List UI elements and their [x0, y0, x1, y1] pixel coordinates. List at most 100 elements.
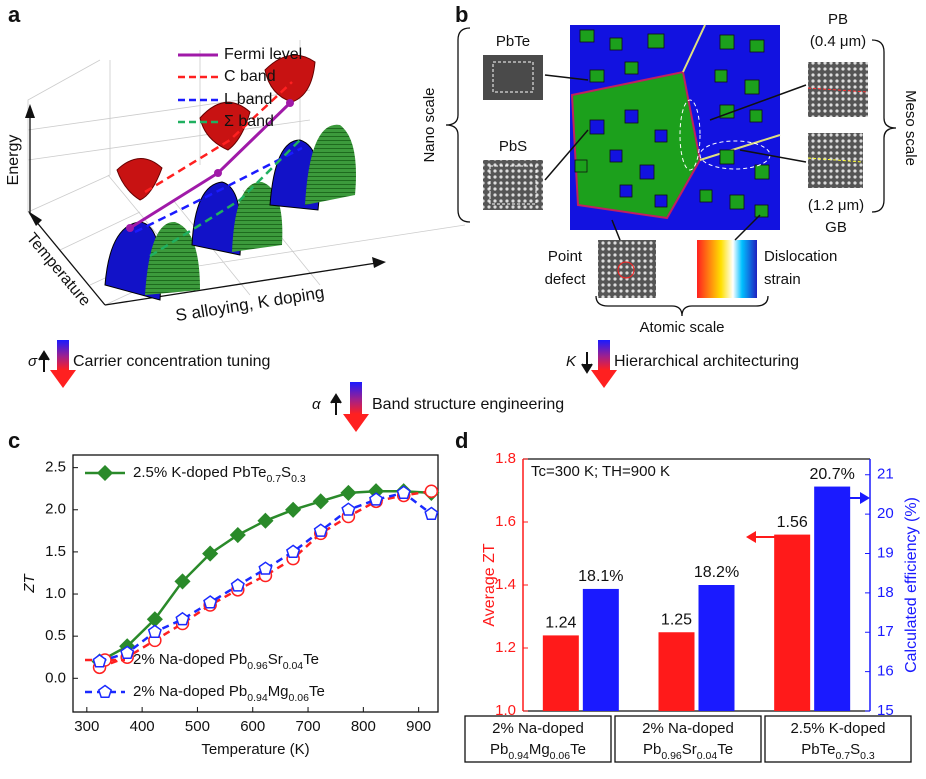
x-tick-label: 2% Na-doped Pb0.96Sr0.04Te: [642, 720, 734, 762]
scale-label: Meso scale: [902, 90, 919, 166]
arrowhead: [28, 211, 42, 226]
grain-boundary: [682, 24, 781, 161]
panel-label: d: [455, 428, 468, 453]
y2-tick-label: 16: [877, 663, 894, 680]
panel-a: Fermi level C band L band Σ band Energy …: [5, 40, 466, 325]
gradient-arrow: [350, 382, 362, 414]
arrowhead: [372, 257, 386, 268]
inset-label: PB: [828, 11, 848, 28]
x-tick-label: 700: [296, 718, 321, 735]
marker: [341, 502, 356, 516]
value-label: 18.2%: [694, 564, 739, 581]
bar: [582, 588, 619, 711]
bar: [542, 635, 579, 711]
up-arrow: [330, 393, 342, 415]
y2-tick-label: 18: [877, 584, 894, 601]
marker: [92, 653, 107, 668]
y-tick-label: 0.5: [45, 627, 66, 644]
strain-map: [697, 240, 757, 298]
boundary-line: [807, 157, 864, 163]
panel-label: c: [8, 428, 20, 453]
y2-tick-label: 17: [877, 623, 894, 640]
marker: [174, 573, 191, 590]
gradient-arrow: [591, 370, 617, 388]
category-box: [764, 715, 912, 763]
inset-label: GB: [825, 219, 847, 236]
value-label: 20.7%: [809, 466, 854, 483]
panel-b: PbTe PbS PB (0.4 μm) (1.2 μm) GB Nano sc…: [421, 11, 919, 336]
fermi-point: [126, 224, 134, 232]
inset-label: defect: [545, 271, 587, 288]
arrowhead: [25, 104, 35, 118]
symbol: K: [566, 353, 577, 370]
marker: [147, 624, 162, 638]
marker: [424, 484, 439, 498]
legend-label: 2.5% K-doped PbTe0.7S0.3: [133, 464, 306, 485]
inset-label: PbTe: [496, 33, 530, 50]
panel-label: b: [455, 2, 468, 27]
up-arrow: [38, 350, 50, 372]
y2-tick-label: 20: [877, 505, 894, 522]
inset-label: strain: [764, 271, 801, 288]
y-tick-label: 1.4: [495, 576, 516, 593]
strategy-text: Band structure engineering: [372, 396, 564, 413]
legend-label: 2% Na-doped Pb0.96Sr0.04Te: [133, 651, 319, 672]
inset-box: [492, 61, 534, 93]
y2-tick-label: 19: [877, 544, 894, 561]
bar: [774, 534, 811, 711]
tem-inset: [598, 240, 656, 298]
legend-label: 2% Na-doped Pb0.94Mg0.06Te: [133, 683, 325, 704]
x-tick-label: 800: [351, 718, 376, 735]
marker: [285, 501, 302, 518]
strategies: σ Carrier concentration tuning α Band st…: [28, 340, 799, 432]
axis-pointer: [860, 492, 870, 504]
y-axis-label: Average ZT: [481, 543, 498, 627]
inset-label: Dislocation: [764, 248, 837, 265]
value-label: 18.1%: [578, 568, 623, 585]
legend-marker: [97, 684, 113, 699]
gradient-arrow: [343, 414, 369, 432]
x-tick-label: 300: [74, 718, 99, 735]
axis-pointer: [746, 531, 756, 543]
defect-marker: [617, 261, 635, 279]
c-band-blob: [264, 54, 316, 103]
c-band-line: [144, 81, 293, 194]
fermi-point: [286, 99, 294, 107]
legend-marker: [96, 464, 114, 482]
fermi-point: [214, 169, 222, 177]
y2-tick-label: 21: [877, 466, 894, 483]
symbol: α: [312, 396, 321, 413]
x-tick-label: 600: [240, 718, 265, 735]
marker: [229, 526, 246, 544]
sigma-band-blob: [232, 181, 283, 252]
marker: [340, 484, 357, 501]
y-tick-label: 1.2: [495, 639, 516, 656]
sigma-band-line: [149, 139, 301, 258]
y-tick-label: 0.0: [45, 669, 66, 686]
annotation: Tc=300 K; TH=900 K: [531, 463, 670, 480]
l-band-line: [134, 146, 303, 234]
plot-frame: [72, 454, 439, 713]
x-tick-label: 400: [130, 718, 155, 735]
bar: [698, 585, 735, 711]
marker: [230, 578, 245, 592]
grain: [570, 70, 702, 220]
value-label: 1.24: [545, 615, 576, 632]
panel-label: a: [8, 2, 21, 27]
marker: [120, 645, 135, 660]
boundary-line: [807, 87, 869, 93]
strategy-text: Carrier concentration tuning: [73, 353, 270, 370]
axis-label: Temperature: [23, 230, 94, 310]
value-label: 1.25: [661, 611, 692, 628]
tem-inset: [483, 160, 543, 210]
gradient-arrow: [57, 340, 69, 370]
marker: [286, 544, 301, 558]
bracket: [871, 39, 897, 213]
gradient-arrow: [598, 340, 610, 370]
strategy-text: Hierarchical architecturing: [614, 353, 799, 370]
inset-label: Point: [548, 248, 583, 265]
bar: [658, 632, 695, 711]
x-tick-label: 900: [406, 718, 431, 735]
marker: [203, 595, 218, 609]
category-box: [614, 715, 762, 763]
